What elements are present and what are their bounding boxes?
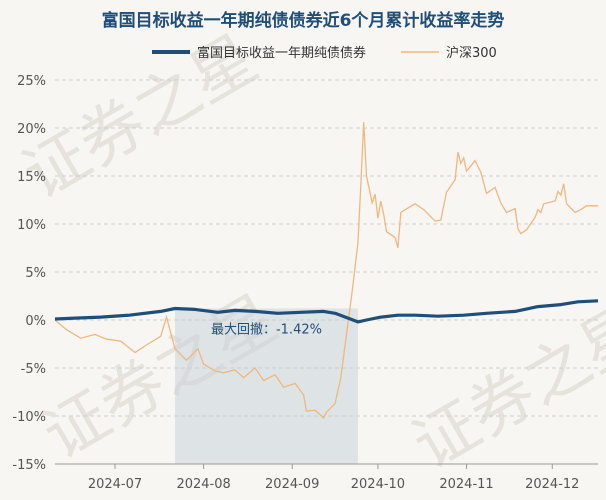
legend: 富国目标收益一年期纯债债券 沪深300 xyxy=(152,45,497,61)
x-tick-label: 2024-12 xyxy=(525,477,579,492)
y-tick-label: 0% xyxy=(25,314,46,329)
max-drawdown-band xyxy=(175,308,358,464)
x-tick-label: 2024-10 xyxy=(351,477,405,492)
y-tick-label: -15% xyxy=(12,458,46,473)
series-line-hs300 xyxy=(54,122,598,419)
x-tick-label: 2024-07 xyxy=(88,477,142,492)
legend-label-fund: 富国目标收益一年期纯债债券 xyxy=(197,45,366,61)
y-tick-label: 25% xyxy=(17,74,46,89)
x-tick-label: 2024-09 xyxy=(265,477,319,492)
y-tick-label: 5% xyxy=(25,266,46,281)
y-tick-label: -10% xyxy=(12,410,46,425)
y-axis: 25% 20% 15% 10% 5% 0% -5% -10% -15% xyxy=(12,74,46,473)
y-tick-label: 15% xyxy=(17,170,46,185)
y-tick-label: -5% xyxy=(21,362,46,377)
y-tick-label: 20% xyxy=(17,122,46,137)
legend-label-index: 沪深300 xyxy=(446,45,497,61)
chart-title: 富国目标收益一年期纯债债券近6个月累计收益率走势 xyxy=(102,10,505,31)
series-line-fund xyxy=(54,299,599,324)
max-drawdown-label: 最大回撤：-1.42% xyxy=(211,321,322,337)
x-axis: 2024-07 2024-08 2024-09 2024-10 2024-11 2024-… xyxy=(88,464,579,492)
x-tick-label: 2024-11 xyxy=(439,477,493,492)
watermark-text-3: 证券之星 xyxy=(401,292,606,484)
y-tick-label: 10% xyxy=(17,218,46,233)
x-tick-label: 2024-08 xyxy=(176,477,230,492)
